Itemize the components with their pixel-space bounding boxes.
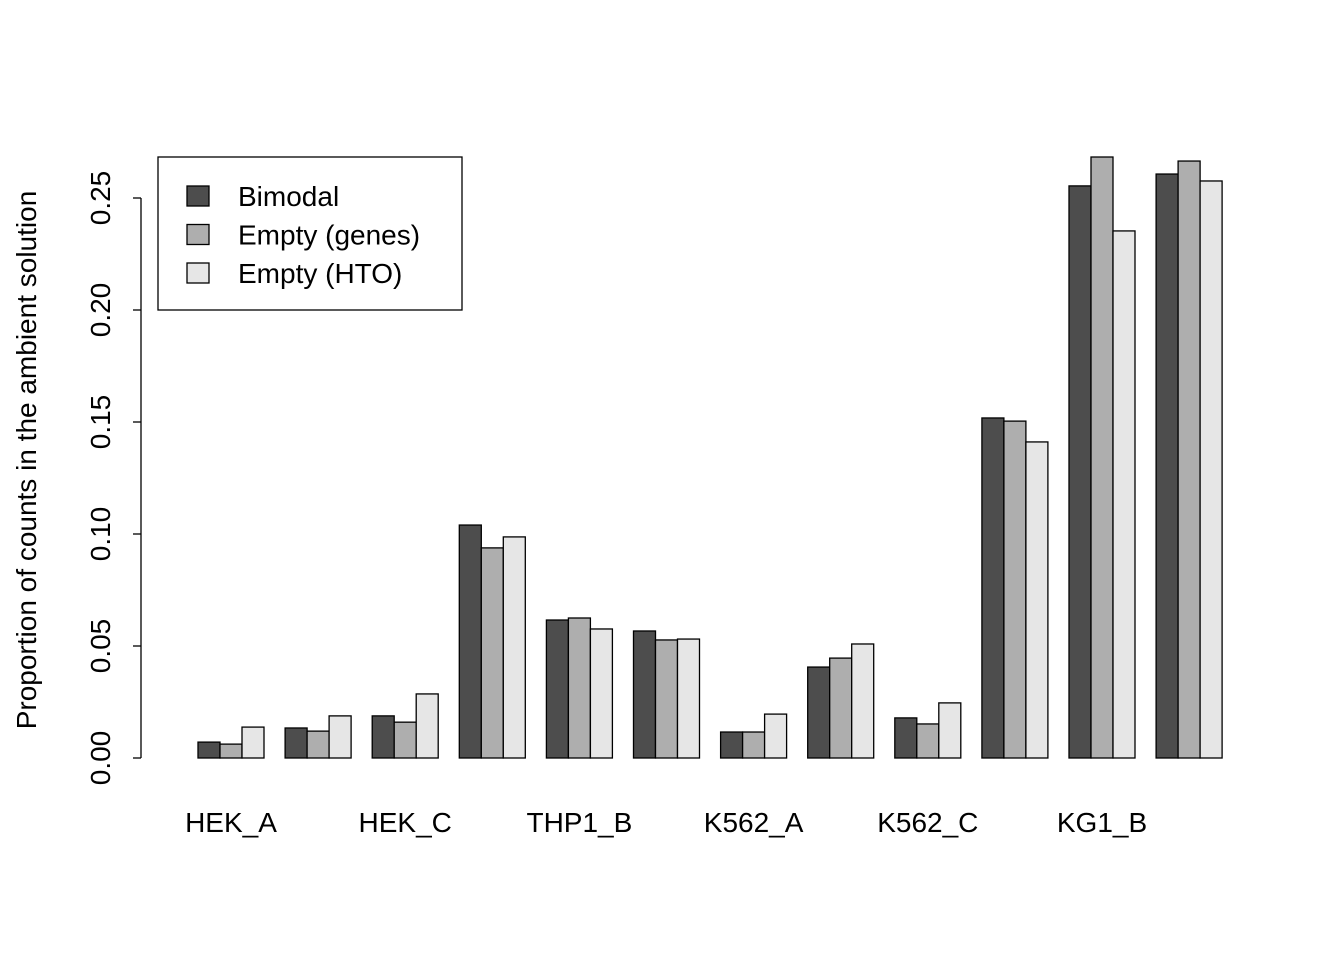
x-tick-label: THP1_B [526, 807, 632, 838]
x-axis-labels: HEK_A HEK_C THP1_B K562_A K562_C KG1_B [185, 807, 1147, 838]
bar-HEK_A-empty-hto- [241, 726, 265, 759]
bar-K562_C-empty-genes- [916, 723, 940, 759]
bar-KG1_B-empty-hto- [1112, 230, 1136, 759]
bar-group-2-empty-genes- [306, 730, 330, 759]
y-tick-label: 0.15 [85, 395, 116, 450]
y-tick-label: 0.00 [85, 731, 116, 786]
legend-label: Empty (HTO) [238, 258, 402, 289]
legend-label: Bimodal [238, 181, 339, 212]
bar-THP1_B-empty-hto- [589, 628, 614, 759]
bar-group-4-bimodal [458, 524, 482, 759]
bar-group-2-empty-hto- [328, 715, 352, 759]
legend: Bimodal Empty (genes) Empty (HTO) [157, 156, 463, 311]
bar-group-2-bimodal [284, 727, 308, 759]
bar-group-10-empty-hto- [1025, 441, 1049, 759]
legend-label: Empty (genes) [238, 220, 420, 251]
bar-group-6-empty-hto- [676, 638, 701, 759]
y-tick-label: 0.05 [85, 619, 116, 674]
bar-group-8-empty-hto- [851, 643, 875, 759]
bar-K562_C-empty-hto- [938, 702, 962, 759]
bar-K562_A-empty-hto- [763, 713, 788, 759]
bar-KG1_B-empty-genes- [1090, 156, 1114, 759]
legend-swatch [186, 223, 210, 246]
bar-group-8-empty-genes- [829, 657, 853, 759]
legend-swatch [186, 262, 210, 284]
bar-group-10-bimodal [981, 417, 1005, 759]
x-tick-label: KG1_B [1057, 807, 1147, 838]
bar-group-8-bimodal [807, 666, 831, 759]
bar-group-12-bimodal [1155, 173, 1179, 759]
x-tick-label: HEK_A [185, 807, 277, 838]
bar-group-12-empty-genes- [1177, 160, 1201, 759]
bar-HEK_C-empty-genes- [393, 721, 417, 759]
y-tick-label: 0.10 [85, 507, 116, 562]
bar-THP1_B-bimodal [545, 619, 570, 759]
bars [197, 156, 1223, 759]
bar-HEK_C-empty-hto- [415, 693, 439, 759]
bar-group-6-bimodal [632, 630, 657, 759]
bar-K562_C-bimodal [894, 717, 918, 759]
y-tick-label: 0.25 [85, 171, 116, 226]
x-tick-label: HEK_C [359, 807, 452, 838]
legend-swatch [186, 185, 210, 207]
bar-HEK_A-bimodal [197, 741, 221, 759]
bar-group-4-empty-hto- [502, 536, 526, 759]
bar-group-6-empty-genes- [654, 639, 679, 759]
y-tick-label: 0.20 [85, 283, 116, 338]
bar-HEK_C-bimodal [371, 715, 395, 759]
bar-K562_A-bimodal [719, 731, 744, 759]
bar-group-4-empty-genes- [480, 547, 504, 759]
bar-KG1_B-bimodal [1068, 185, 1092, 759]
bar-group-12-empty-hto- [1199, 180, 1223, 759]
bar-group-10-empty-genes- [1003, 420, 1027, 759]
x-tick-label: K562_A [704, 807, 804, 838]
bar-K562_A-empty-genes- [741, 731, 766, 759]
y-axis: 0.00 0.05 0.10 0.15 0.20 0.25 [85, 171, 142, 786]
y-axis-label: Proportion of counts in the ambient solu… [11, 191, 42, 730]
bar-HEK_A-empty-genes- [219, 743, 243, 759]
x-tick-label: K562_C [877, 807, 978, 838]
bar-THP1_B-empty-genes- [567, 617, 592, 759]
